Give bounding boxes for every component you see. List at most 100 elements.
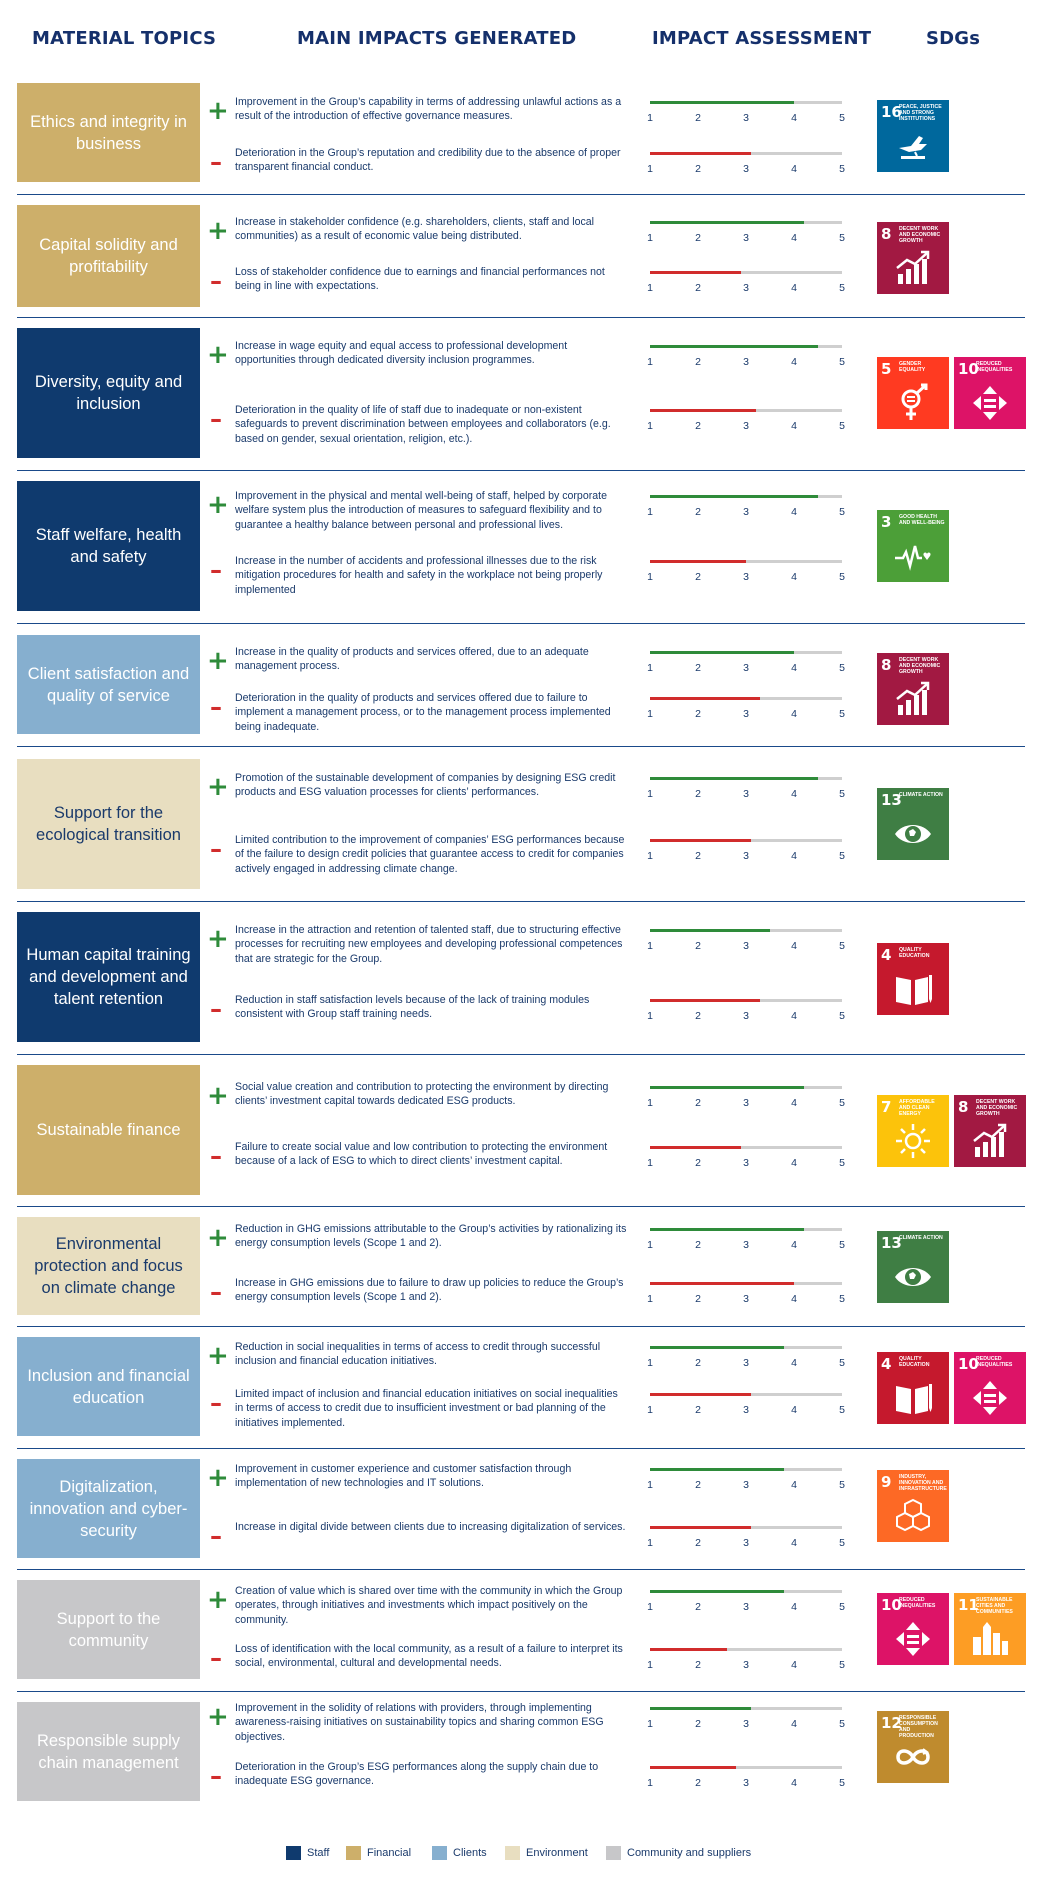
plus-sign-icon: + xyxy=(207,1702,229,1732)
sdg-number: 4 xyxy=(881,1355,892,1373)
negative-impact-scale: 1 2 3 4 5 xyxy=(647,1146,845,1170)
negative-impact-scale: 1 2 3 4 5 xyxy=(647,271,845,295)
scale-tick-label: 3 xyxy=(743,1357,749,1369)
sdg-number: 5 xyxy=(881,360,892,378)
positive-score-bar xyxy=(650,221,804,224)
scale-tick-label: 3 xyxy=(743,112,749,124)
scale-track xyxy=(650,271,842,274)
sdg-10-badge: 10 REDUCED INEQUALITIES xyxy=(877,1593,949,1665)
scale-tick-label: 2 xyxy=(695,850,701,862)
negative-impact-text: Limited contribution to the improvement … xyxy=(235,834,625,875)
scale-tick-label: 1 xyxy=(647,1404,653,1416)
positive-score-bar xyxy=(650,1468,785,1471)
negative-impact-text: Increase in the number of accidents and … xyxy=(235,555,603,596)
scale-tick-label: 4 xyxy=(791,1293,797,1305)
scale-tick-label: 1 xyxy=(647,1357,653,1369)
scale-tick-label: 1 xyxy=(647,1157,653,1169)
row-divider xyxy=(17,1448,1025,1449)
scale-tick-label: 2 xyxy=(695,1479,701,1491)
scale-tick-label: 4 xyxy=(791,1404,797,1416)
plus-sign-icon: + xyxy=(207,646,229,676)
category-legend: Staff Financial Clients Environment Communit… xyxy=(0,1846,1043,1862)
row-divider xyxy=(17,746,1025,747)
negative-score-bar xyxy=(650,152,751,155)
sdg-number: 8 xyxy=(958,1098,969,1116)
material-topic-box: Digitalization, innovation and cyber-sec… xyxy=(17,1459,200,1558)
plus-sign-icon: + xyxy=(207,1081,229,1111)
scale-tick-label: 5 xyxy=(839,1097,845,1109)
sdg-10-badge: 10 REDUCED INEQUALITIES xyxy=(954,357,1026,429)
scale-tick-label: 5 xyxy=(839,662,845,674)
positive-score-bar xyxy=(650,1590,785,1593)
scale-tick-label: 1 xyxy=(647,1659,653,1671)
minus-sign-icon: – xyxy=(210,556,222,584)
scale-tick-label: 1 xyxy=(647,1293,653,1305)
header-sdgs: SDGs xyxy=(926,28,981,49)
positive-impact-scale: 1 2 3 4 5 xyxy=(647,1086,845,1110)
sdg-13-badge: 13 CLIMATE ACTION xyxy=(877,1231,949,1303)
sdg-label: GENDER EQUALITY xyxy=(899,361,926,373)
positive-score-bar xyxy=(650,1346,785,1349)
row-divider xyxy=(17,1691,1025,1692)
scale-tick-label: 2 xyxy=(695,282,701,294)
scale-tick-label: 3 xyxy=(743,1601,749,1613)
sdg-label: SUSTAINABLE CITIES AND COMMUNITIES xyxy=(976,1597,1013,1615)
scale-tick-label: 2 xyxy=(695,940,701,952)
scale-tick-label: 1 xyxy=(647,1479,653,1491)
scale-tick-label: 5 xyxy=(839,232,845,244)
sdg-number: 8 xyxy=(881,656,892,674)
positive-impact-text: Improvement in the physical and mental w… xyxy=(235,490,607,531)
scale-tick-label: 5 xyxy=(839,112,845,124)
negative-impact-scale: 1 2 3 4 5 xyxy=(647,152,845,176)
scale-tick-label: 3 xyxy=(743,420,749,432)
material-topic-box: Sustainable finance xyxy=(17,1065,200,1195)
scale-tick-label: 2 xyxy=(695,506,701,518)
negative-score-bar xyxy=(650,1648,727,1651)
negative-impact-text: Increase in digital divide between clien… xyxy=(235,1521,626,1533)
legend-item-community: Community and suppliers xyxy=(606,1846,751,1860)
positive-impact-text: Increase in wage equity and equal access… xyxy=(235,340,568,367)
scale-track xyxy=(650,1648,842,1651)
scale-tick-label: 1 xyxy=(647,163,653,175)
scale-tick-label: 2 xyxy=(695,1293,701,1305)
positive-score-bar xyxy=(650,101,794,104)
scale-tick-label: 4 xyxy=(791,1718,797,1730)
material-topic-box: Support for the ecological transition xyxy=(17,759,200,889)
sdg-label: DECENT WORK AND ECONOMIC GROWTH xyxy=(899,226,941,244)
minus-sign-icon: – xyxy=(210,267,222,295)
positive-impact-text: Increase in the attraction and retention… xyxy=(235,924,623,965)
scale-tick-label: 1 xyxy=(647,282,653,294)
scale-tick-label: 3 xyxy=(743,1097,749,1109)
scale-tick-label: 4 xyxy=(791,1659,797,1671)
legend-item-environment: Environment xyxy=(505,1846,588,1860)
scale-tick-label: 5 xyxy=(839,1659,845,1671)
positive-score-bar xyxy=(650,651,794,654)
scale-tick-label: 1 xyxy=(647,788,653,800)
row-divider xyxy=(17,194,1025,195)
scale-tick-label: 2 xyxy=(695,571,701,583)
plus-sign-icon: + xyxy=(207,1223,229,1253)
scale-tick-label: 3 xyxy=(743,1479,749,1491)
scale-tick-label: 2 xyxy=(695,1777,701,1789)
scale-tick-label: 2 xyxy=(695,1239,701,1251)
scale-tick-label: 5 xyxy=(839,1718,845,1730)
row-divider xyxy=(17,623,1025,624)
negative-impact-scale: 1 2 3 4 5 xyxy=(647,1648,845,1672)
scale-tick-label: 3 xyxy=(743,571,749,583)
scale-tick-label: 3 xyxy=(743,850,749,862)
plus-sign-icon: + xyxy=(207,340,229,370)
scale-tick-label: 1 xyxy=(647,112,653,124)
sdg-number: 11 xyxy=(958,1596,979,1614)
positive-impact-scale: 1 2 3 4 5 xyxy=(647,1707,845,1731)
sdg-5-badge: 5 GENDER EQUALITY xyxy=(877,357,949,429)
minus-sign-icon: – xyxy=(210,1278,222,1306)
scale-tick-label: 3 xyxy=(743,282,749,294)
sdg-label: GOOD HEALTH AND WELL-BEING xyxy=(899,514,945,526)
negative-score-bar xyxy=(650,1526,751,1529)
minus-sign-icon: – xyxy=(210,1644,222,1672)
positive-impact-scale: 1 2 3 4 5 xyxy=(647,1228,845,1252)
sdg-label: REDUCED INEQUALITIES xyxy=(899,1597,936,1609)
material-topic-box: Inclusion and financial education xyxy=(17,1337,200,1436)
scale-tick-label: 4 xyxy=(791,1157,797,1169)
sdg-label: CLIMATE ACTION xyxy=(899,792,943,798)
